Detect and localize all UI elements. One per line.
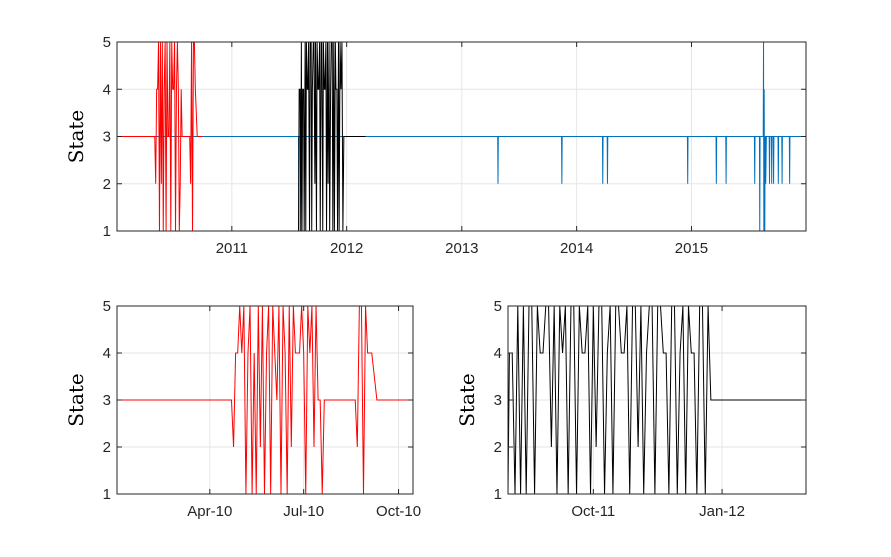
chart-bottom-right: Oct-11 Jan-12 1 2 3 4 5 State <box>455 298 807 520</box>
x-tick-label: 2015 <box>675 240 708 257</box>
x-tick-label: 2014 <box>560 240 593 257</box>
x-tick-label: 2012 <box>330 240 363 257</box>
y-tick-label: 3 <box>103 392 111 409</box>
y-tick-label: 4 <box>103 81 111 98</box>
x-tick-label: 2013 <box>445 240 478 257</box>
chart-top: 2011 2012 2013 2014 2015 1 2 3 4 5 State <box>64 34 807 257</box>
y-axis-label: State <box>64 373 88 427</box>
series-line-black <box>507 305 806 495</box>
y-tick-label: 4 <box>494 345 502 362</box>
y-tick-label: 5 <box>103 298 111 315</box>
y-tick-label: 1 <box>494 486 502 503</box>
x-tick-label: Apr-10 <box>187 503 232 520</box>
y-tick-label: 3 <box>103 129 111 146</box>
x-tick-label: 2011 <box>216 240 248 257</box>
x-tick-label: Jan-12 <box>699 503 745 520</box>
y-tick-label: 2 <box>494 439 502 456</box>
y-tick-label: 4 <box>103 345 111 362</box>
chart-bottom-left: Apr-10 Jul-10 Oct-10 1 2 3 4 5 State <box>64 298 421 520</box>
y-tick-label: 3 <box>494 392 502 409</box>
y-tick-label: 5 <box>103 34 111 51</box>
y-tick-label: 2 <box>103 176 111 193</box>
y-tick-label: 5 <box>494 298 502 315</box>
y-tick-label: 1 <box>103 486 111 503</box>
y-axis-label: State <box>64 110 88 164</box>
x-tick-label: Oct-10 <box>376 503 421 520</box>
x-tick-label: Oct-11 <box>571 503 615 520</box>
y-tick-label: 1 <box>103 223 111 240</box>
x-tick-label: Jul-10 <box>283 503 324 520</box>
y-tick-label: 2 <box>103 439 111 456</box>
y-axis-label: State <box>455 373 479 427</box>
